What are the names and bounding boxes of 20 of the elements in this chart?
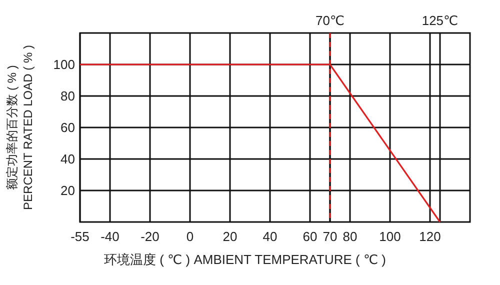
x-tick-label: 40 [262,229,278,244]
x2-tick-label: 125℃ [422,13,458,28]
x-tick-label: 20 [222,229,238,244]
x2-tick-label: 70℃ [315,13,345,28]
y-tick-label: 40 [60,152,75,167]
x-tick-label: 100 [379,229,401,244]
x-tick-label: 0 [186,229,194,244]
x-axis-title: 环境温度 ( ℃ ) AMBIENT TEMPERATURE ( ℃ ) [104,252,386,267]
x-tick-label: -55 [70,229,90,244]
y-tick-label: 60 [60,120,75,136]
x-tick-label: 60 [302,229,318,244]
x-tick-label: -40 [100,229,120,244]
x-tick-label: -20 [140,229,160,244]
x-tick-label: 70 [322,229,338,244]
x-tick-label: 80 [342,229,358,244]
y-axis-title: 额定功率的百分数 ( % ) PERCENT RATED LOAD ( % ) [5,45,35,210]
y-tick-label: 20 [60,183,75,198]
y-tick-label: 80 [60,88,75,104]
x-tick-label: 120 [419,229,441,244]
y-tick-label: 100 [53,57,75,72]
